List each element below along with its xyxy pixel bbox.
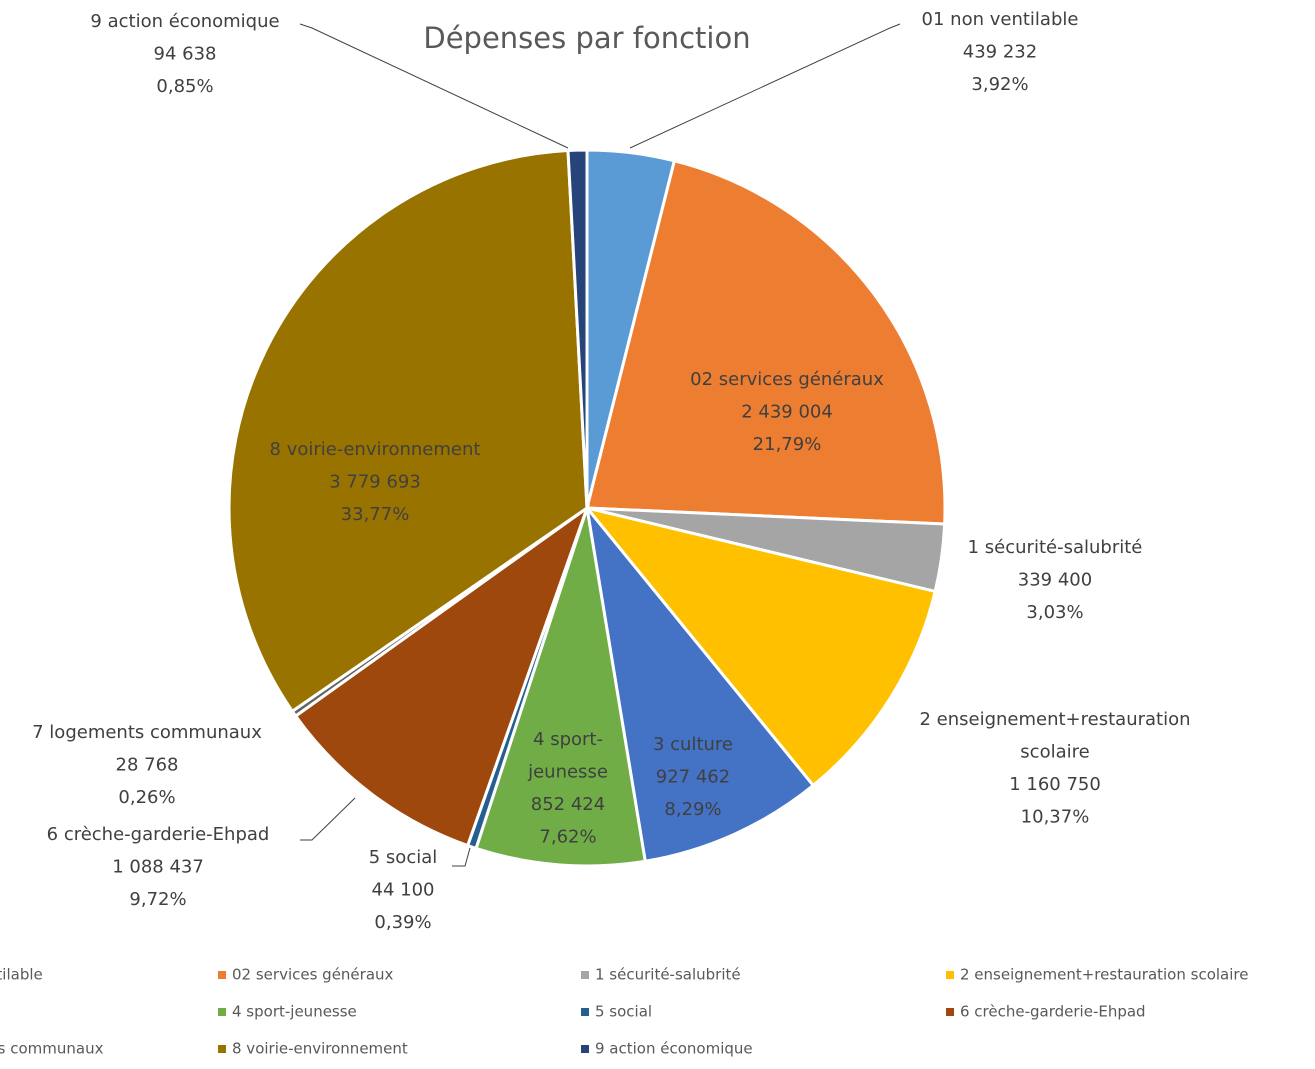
legend-label: 7 logements communaux: [0, 1040, 104, 1058]
legend-swatch: [218, 1045, 226, 1053]
value-label: 2 439 004: [741, 402, 833, 423]
category-label: 02 services généraux: [690, 369, 884, 390]
percent-label: 0,39%: [374, 912, 431, 933]
pie-slice: [474, 507, 647, 868]
percent-label: 21,79%: [753, 434, 822, 455]
percent-label: 7,62%: [539, 827, 596, 848]
data-label: 3 culture 927 462 8,29%: [653, 734, 733, 820]
value-label: 94 638: [154, 44, 217, 65]
leader-line: [452, 847, 471, 867]
chart-title: Dépenses par fonction: [423, 21, 750, 55]
data-label: 9 action économique 94 638 0,85%: [90, 11, 279, 97]
leader-line: [300, 797, 356, 841]
leader-line: [629, 23, 901, 149]
value-label: 44 100: [372, 880, 435, 901]
data-label: 6 crèche-garderie-Ehpad 1 088 437 9,72%: [47, 824, 270, 910]
category-label: 3 culture: [653, 734, 733, 755]
data-label: 01 non ventilable 439 232 3,92%: [922, 9, 1079, 95]
percent-label: 10,37%: [1021, 807, 1090, 828]
category-label: 6 crèche-garderie-Ehpad: [47, 824, 270, 845]
legend-swatch: [218, 971, 226, 979]
pie-slice: [227, 148, 589, 714]
legend-swatch: [581, 1045, 589, 1053]
legend-swatch: [581, 971, 589, 979]
data-label: 4 sport-jeunesse 852 424 7,62%: [527, 729, 608, 848]
leader-line: [299, 23, 569, 149]
percent-label: 33,77%: [341, 504, 410, 525]
category-label: 1 sécurité-salubrité: [968, 537, 1143, 558]
value-label: 1 160 750: [1009, 774, 1101, 795]
legend-label: 4 sport-jeunesse: [232, 1003, 357, 1021]
value-label: 28 768: [116, 755, 179, 776]
value-label: 439 232: [963, 42, 1037, 63]
category-label: 7 logements communaux: [32, 722, 262, 743]
legend-label: 01 non ventilable: [0, 966, 43, 984]
percent-label: 9,72%: [129, 889, 186, 910]
value-label: 852 424: [531, 794, 605, 815]
pie-slice: [585, 159, 947, 526]
value-label: 3 779 693: [329, 472, 421, 493]
category-label: 4 sport-jeunesse: [527, 729, 608, 783]
data-label: 8 voirie-environnement 3 779 693 33,77%: [270, 439, 481, 525]
percent-label: 0,85%: [156, 76, 213, 97]
category-label: 9 action économique: [90, 11, 279, 32]
legend-label: 8 voirie-environnement: [232, 1040, 408, 1058]
legend-label: 02 services généraux: [232, 966, 394, 984]
percent-label: 8,29%: [664, 799, 721, 820]
value-label: 927 462: [656, 767, 730, 788]
percent-label: 3,92%: [971, 74, 1028, 95]
legend-swatch: [946, 971, 954, 979]
value-label: 1 088 437: [112, 857, 204, 878]
legend-swatch: [946, 1008, 954, 1016]
legend-label: 6 crèche-garderie-Ehpad: [960, 1003, 1146, 1021]
data-label: 02 services généraux 2 439 004 21,79%: [690, 369, 884, 455]
legend-label: 1 sécurité-salubrité: [595, 966, 741, 984]
percent-label: 0,26%: [118, 787, 175, 808]
legend-swatch: [581, 1008, 589, 1016]
legend-label: 9 action économique: [595, 1040, 753, 1058]
category-label: 01 non ventilable: [922, 9, 1079, 30]
legend-swatch: [218, 1008, 226, 1016]
value-label: 339 400: [1018, 570, 1092, 591]
data-label: 5 social 44 100 0,39%: [369, 847, 438, 933]
percent-label: 3,03%: [1026, 602, 1083, 623]
pie-slice: [583, 505, 937, 788]
pie-slice: [566, 148, 589, 509]
category-label: 2 enseignement+restauration scolaire: [919, 709, 1190, 763]
category-label: 8 voirie-environnement: [270, 439, 481, 460]
pie-slice: [584, 502, 816, 863]
data-label: 2 enseignement+restauration scolaire 1 160…: [919, 709, 1190, 828]
legend-label: 2 enseignement+restauration scolaire: [960, 966, 1248, 984]
legend-label: 5 social: [595, 1003, 652, 1021]
category-label: 5 social: [369, 847, 438, 868]
pie-slice: [293, 504, 590, 848]
data-label: 1 sécurité-salubrité 339 400 3,03%: [968, 537, 1143, 623]
data-label: 7 logements communaux 28 768 0,26%: [32, 722, 262, 808]
